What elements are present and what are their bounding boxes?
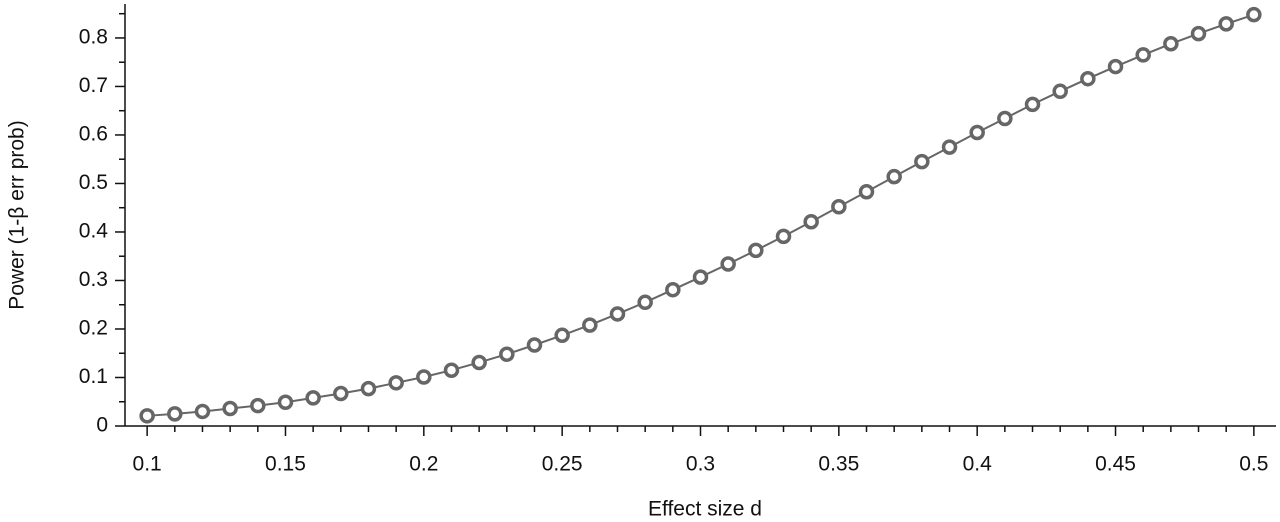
y-tick-label: 0.4 [79,220,109,243]
point [803,214,819,230]
point [360,380,377,397]
point [1190,25,1207,42]
point [997,110,1013,127]
x-tick-label: 0.4 [963,453,993,476]
point [637,294,653,311]
y-tick-label: 0.5 [79,171,108,194]
point [1135,47,1151,63]
point [305,390,321,406]
y-tick-label: 0.2 [79,317,108,340]
point [250,397,266,414]
y-tick-label: 0.3 [79,268,108,291]
x-tick-label: 0.45 [1095,453,1136,476]
x-axis-label: Effect size d [648,498,762,521]
point [1024,96,1041,113]
point [416,369,432,385]
point [333,385,349,402]
point [969,124,985,141]
point [582,317,598,333]
y-tick-label: 0.1 [79,365,108,388]
point [499,346,515,362]
x-tick-label: 0.35 [818,453,859,476]
point [1163,36,1179,52]
x-tick-label: 0.3 [686,453,715,476]
point [692,269,709,285]
point [222,400,238,417]
y-tick-label: 0.7 [79,74,108,97]
y-tick-label: 0.8 [79,26,108,49]
point [609,306,626,322]
point [1218,16,1234,32]
point [831,199,847,215]
point [1080,70,1096,87]
point [858,183,875,200]
x-tick-label: 0.1 [133,453,162,476]
y-tick-label: 0.6 [79,123,108,146]
point [665,281,681,298]
point [914,153,930,170]
point [526,337,543,353]
y-tick-label: 0 [96,414,108,437]
point [720,256,736,272]
x-tick-label: 0.15 [265,453,306,476]
point [277,394,294,410]
point [748,242,764,259]
point [167,406,183,422]
point [139,408,155,424]
point [941,139,958,155]
x-tick-label: 0.25 [542,453,583,476]
point [775,228,792,245]
point [1052,83,1068,100]
point [194,403,211,420]
point [554,327,570,344]
point [443,362,460,378]
point [388,375,404,391]
point [886,168,902,185]
y-axis-label: Power (1-β err prob) [6,120,29,309]
x-tick-label: 0.5 [1239,453,1268,476]
point [1246,6,1262,23]
point [471,354,487,371]
x-tick-label: 0.2 [409,453,438,476]
point [1107,58,1124,75]
